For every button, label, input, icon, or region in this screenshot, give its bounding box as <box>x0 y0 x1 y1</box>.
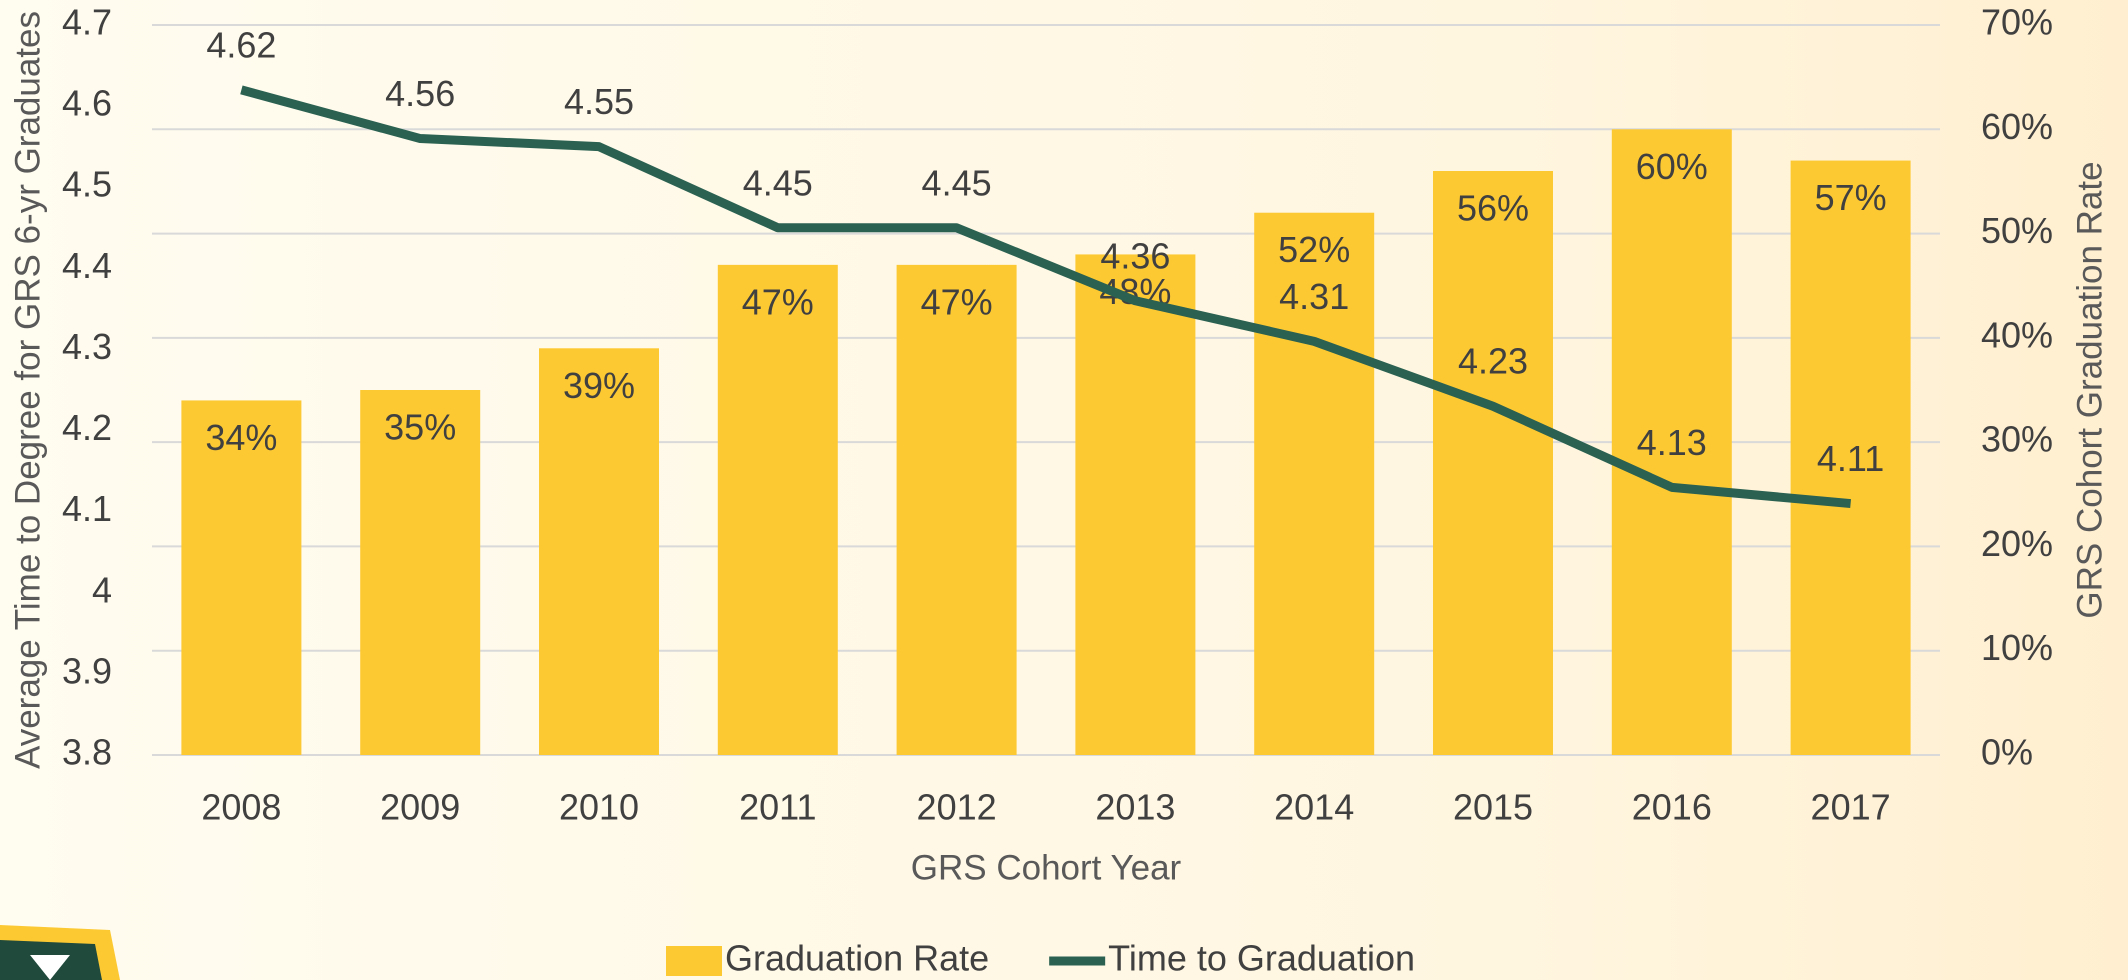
y-tick-label: 4.7 <box>62 2 112 43</box>
legend-swatch <box>666 946 722 976</box>
y2-axis-title: GRS Cohort Graduation Rate <box>2070 161 2109 618</box>
bar-label: 56% <box>1457 188 1529 229</box>
bar <box>1254 212 1375 755</box>
x-tick-label: 2013 <box>1095 787 1175 828</box>
x-tick-label: 2011 <box>739 787 816 828</box>
y-tick-label: 4.2 <box>62 407 112 448</box>
bar-label: 47% <box>921 281 993 322</box>
y2-tick-label: 60% <box>1981 106 2053 147</box>
bar <box>539 348 659 755</box>
y2-tick-label: 30% <box>1981 419 2053 460</box>
x-tick-label: 2017 <box>1811 787 1891 828</box>
bar <box>896 264 1017 755</box>
line-label: 4.11 <box>1817 438 1884 479</box>
bar-label: 35% <box>384 407 456 448</box>
y2-tick-label: 10% <box>1981 627 2053 668</box>
line <box>240 85 1852 509</box>
bar-label: 52% <box>1278 229 1350 270</box>
y-tick-label: 4.4 <box>62 245 112 286</box>
y-tick-label: 3.9 <box>62 650 112 691</box>
line-label: 4.56 <box>385 73 455 114</box>
bar-label: 57% <box>1815 177 1887 218</box>
x-tick-label: 2015 <box>1453 787 1533 828</box>
bar <box>1790 160 1911 756</box>
line-label: 4.55 <box>564 81 634 122</box>
legend-label: Graduation Rate <box>725 938 989 979</box>
logo <box>0 925 120 980</box>
y-tick-label: 4 <box>92 569 112 610</box>
y2-tick-label: 0% <box>1981 732 2033 773</box>
bar <box>717 264 838 755</box>
y-tick-label: 4.5 <box>62 164 112 205</box>
line-label: 4.23 <box>1458 341 1528 382</box>
x-tick-label: 2009 <box>380 787 460 828</box>
y-tick-label: 4.3 <box>62 326 112 367</box>
x-tick-label: 2012 <box>917 787 997 828</box>
y2-tick-label: 20% <box>1981 523 2053 564</box>
y-axis-title: Average Time to Degree for GRS 6-yr Grad… <box>8 11 47 769</box>
y2-tick-label: 70% <box>1981 2 2053 43</box>
bar-label: 60% <box>1636 146 1708 187</box>
x-axis-title: GRS Cohort Year <box>911 848 1182 887</box>
bar <box>1611 129 1732 756</box>
bar <box>1433 171 1553 755</box>
line-label: 4.13 <box>1637 422 1707 463</box>
y-tick-label: 4.6 <box>62 83 112 124</box>
bar <box>1075 254 1196 755</box>
bar-label: 47% <box>742 281 814 322</box>
y2-tick-label: 40% <box>1981 314 2053 355</box>
y-tick-label: 3.8 <box>62 732 112 773</box>
y-tick-label: 4.1 <box>62 488 112 529</box>
line-label: 4.36 <box>1100 235 1170 276</box>
x-tick-label: 2010 <box>559 787 639 828</box>
bar-label: 34% <box>205 417 277 458</box>
y2-tick-label: 50% <box>1981 210 2053 251</box>
bar <box>181 400 302 755</box>
line-label: 4.31 <box>1279 276 1349 317</box>
x-tick-label: 2008 <box>201 787 281 828</box>
legend-label: Time to Graduation <box>1108 938 1415 979</box>
x-tick-label: 2016 <box>1632 787 1712 828</box>
bar-label: 39% <box>563 365 635 406</box>
x-tick-label: 2014 <box>1274 787 1354 828</box>
line-label: 4.62 <box>206 24 276 65</box>
bar <box>360 390 481 755</box>
line-label: 4.45 <box>922 162 992 203</box>
line-label: 4.45 <box>743 162 813 203</box>
